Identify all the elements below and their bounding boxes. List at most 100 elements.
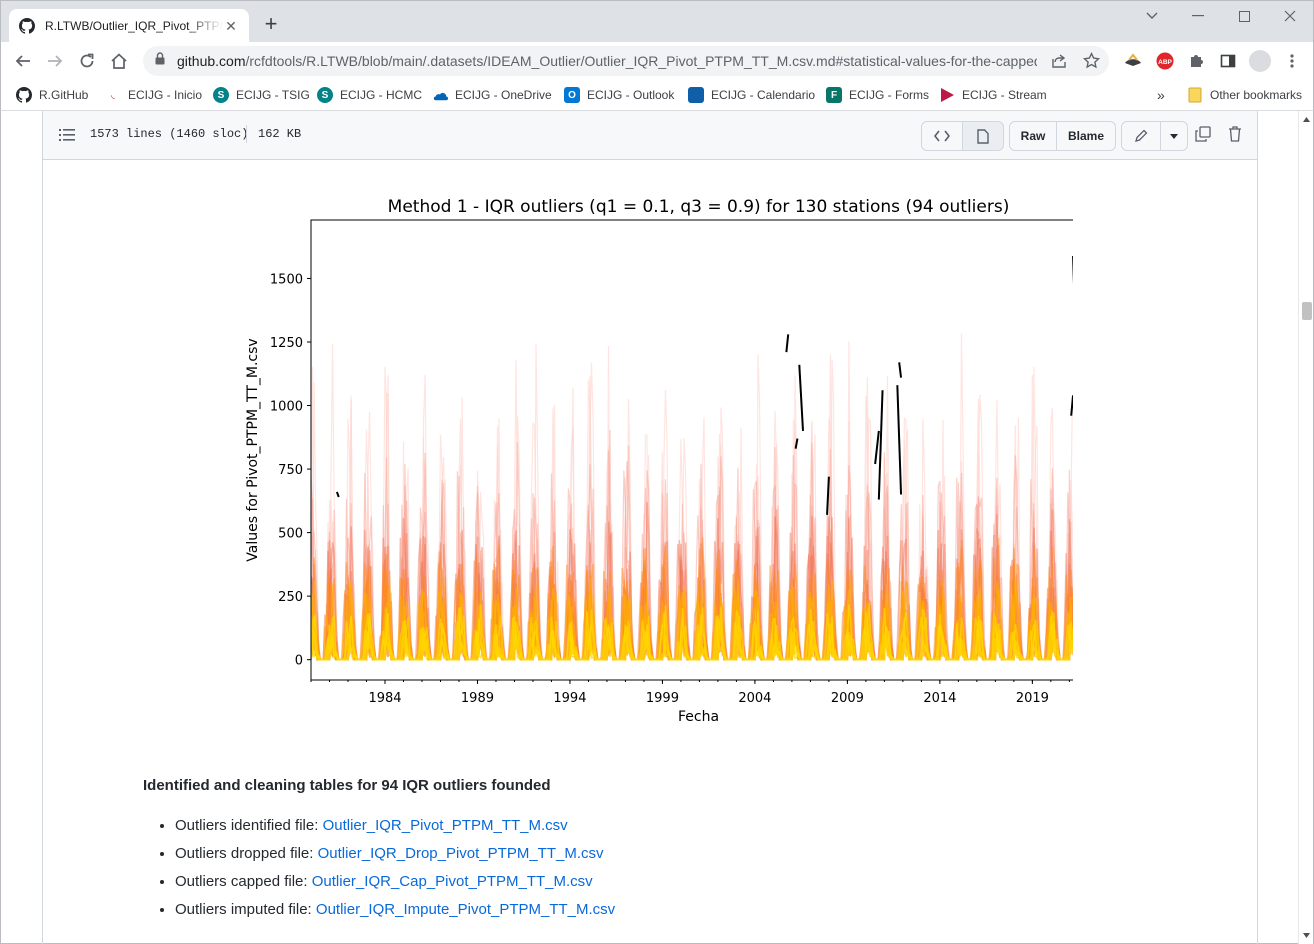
outlier-segment — [1070, 395, 1073, 416]
github-icon — [16, 87, 32, 103]
y-tick-label: 1000 — [270, 400, 303, 415]
other-bookmarks-folder[interactable]: Other bookmarks — [1187, 85, 1302, 105]
bookmark-item[interactable]: F ECIJG - Forms — [826, 85, 929, 105]
bookmark-item[interactable]: R.GitHub — [16, 85, 88, 105]
stream-icon — [939, 87, 955, 103]
station-series-line — [311, 611, 1073, 661]
outlier-segment — [896, 385, 903, 495]
extensions-puzzle-icon[interactable] — [1182, 47, 1210, 75]
x-tick-label: 1989 — [461, 691, 494, 706]
outlier-segment — [798, 364, 805, 431]
series-group — [311, 333, 1073, 662]
outlier-segment — [877, 390, 884, 500]
list-item: Outliers identified file: Outlier_IQR_Pi… — [175, 812, 615, 840]
x-tick-label: 1984 — [368, 691, 401, 706]
code-view-button[interactable] — [921, 121, 963, 151]
maximize-button[interactable] — [1221, 5, 1267, 27]
new-tab-button[interactable]: + — [264, 11, 278, 36]
file-icon — [977, 128, 989, 144]
file-size: 162 KB — [258, 127, 302, 141]
outlier-segment — [335, 491, 340, 498]
bookmark-item[interactable]: ECIJG - Calendario — [688, 85, 815, 105]
dropped-file-link[interactable]: Outlier_IQR_Drop_Pivot_PTPM_TT_M.csv — [317, 845, 604, 862]
more-bookmarks-button[interactable]: » — [1157, 87, 1165, 103]
list-item: Outliers imputed file: Outlier_IQR_Imput… — [175, 896, 615, 924]
output-files-list: Outliers identified file: Outlier_IQR_Pi… — [143, 812, 615, 924]
chart-title: Method 1 - IQR outliers (q1 = 0.1, q3 = … — [388, 197, 1010, 217]
bookmark-star-icon[interactable] — [1082, 51, 1101, 74]
scrollbar-thumb[interactable] — [1302, 302, 1312, 320]
sharepoint-icon: S — [213, 87, 229, 103]
imputed-file-link[interactable]: Outlier_IQR_Impute_Pivot_PTPM_TT_M.csv — [315, 901, 616, 918]
outlier-segment — [826, 476, 830, 515]
home-button[interactable] — [105, 47, 133, 75]
list-item: Outliers dropped file: Outlier_IQR_Drop_… — [175, 840, 615, 868]
bookmark-item[interactable]: ECIJG - OneDrive — [432, 85, 552, 105]
y-axis-label: Values for Pivot_PTPM_TT_M.csv — [245, 338, 261, 561]
bookmark-item[interactable]: ◟ ECIJG - Inicio — [105, 85, 202, 105]
browser-menu-icon[interactable] — [1278, 47, 1306, 75]
blame-button[interactable]: Blame — [1056, 121, 1116, 151]
x-tick-label: 1994 — [553, 691, 586, 706]
markdown-body: Method 1 - IQR outliers (q1 = 0.1, q3 = … — [43, 160, 1257, 944]
onedrive-icon — [432, 87, 448, 103]
close-tab-icon[interactable]: ✕ — [225, 18, 237, 34]
outline-toggle-icon[interactable] — [59, 128, 75, 147]
outlier-segment — [898, 362, 903, 378]
reload-button[interactable] — [73, 47, 101, 75]
x-tick-label: 2014 — [923, 691, 956, 706]
browser-tab[interactable]: R.LTWB/Outlier_IQR_Pivot_PTPM_TT_M.csv.m… — [9, 9, 249, 43]
calendar-icon — [688, 87, 704, 103]
page-viewport: 1573 lines (1460 sloc) 162 KB Raw Blame — [0, 111, 1314, 944]
profile-avatar[interactable] — [1246, 47, 1274, 75]
raw-button[interactable]: Raw — [1009, 121, 1057, 151]
share-icon[interactable] — [1051, 53, 1067, 74]
outlier-segment — [785, 334, 790, 353]
y-tick-label: 1250 — [270, 336, 303, 351]
tab-search-icon[interactable] — [1129, 5, 1175, 27]
forms-icon: F — [826, 87, 842, 103]
outlier-chart: Method 1 - IQR outliers (q1 = 0.1, q3 = … — [245, 197, 1073, 725]
ecijg-logo-icon: ◟ — [111, 89, 115, 101]
page-scrollbar[interactable] — [1298, 111, 1313, 944]
bookmark-item[interactable]: S ECIJG - HCMC — [317, 85, 422, 105]
y-tick-label: 0 — [295, 654, 303, 669]
bookmark-item[interactable]: ECIJG - Stream — [939, 85, 1047, 105]
bookmark-item[interactable]: S ECIJG - TSIG — [213, 85, 310, 105]
close-window-button[interactable] — [1267, 5, 1313, 27]
section-heading: Identified and cleaning tables for 94 IQ… — [143, 777, 551, 794]
y-tick-label: 500 — [278, 527, 303, 542]
x-tick-label: 2004 — [738, 691, 771, 706]
bookmark-item[interactable]: O ECIJG - Outlook — [564, 85, 674, 105]
file-header: 1573 lines (1460 sloc) 162 KB Raw Blame — [43, 111, 1257, 160]
y-tick-label: 1500 — [270, 272, 303, 287]
preview-view-button[interactable] — [962, 121, 1004, 151]
y-tick-label: 750 — [278, 463, 303, 478]
x-axis-label: Fecha — [678, 709, 719, 725]
address-bar[interactable]: github.com/rcfdtools/R.LTWB/blob/main/.d… — [143, 46, 1109, 76]
minimize-button[interactable] — [1175, 5, 1221, 27]
back-button[interactable] — [9, 47, 37, 75]
edit-file-button[interactable] — [1121, 121, 1161, 151]
side-panel-icon[interactable] — [1214, 47, 1242, 75]
identified-file-link[interactable]: Outlier_IQR_Pivot_PTPM_TT_M.csv — [322, 817, 568, 834]
capped-file-link[interactable]: Outlier_IQR_Cap_Pivot_PTPM_TT_M.csv — [311, 873, 593, 890]
extension-hat-icon[interactable] — [1119, 47, 1147, 75]
trash-icon[interactable] — [1228, 126, 1242, 147]
url-text[interactable]: github.com/rcfdtools/R.LTWB/blob/main/.d… — [177, 53, 1037, 69]
edit-dropdown-button[interactable] — [1160, 121, 1188, 151]
svg-text:ABP: ABP — [1158, 59, 1172, 66]
x-tick-label: 2009 — [831, 691, 864, 706]
file-viewer: 1573 lines (1460 sloc) 162 KB Raw Blame — [42, 111, 1258, 944]
copy-icon[interactable] — [1195, 126, 1211, 147]
github-icon — [19, 18, 35, 34]
adblock-icon[interactable]: ABP — [1151, 47, 1179, 75]
outlier-segment — [794, 438, 799, 449]
x-tick-label: 2019 — [1016, 691, 1049, 706]
plot-frame — [310, 219, 1073, 681]
forward-button[interactable] — [41, 47, 69, 75]
lock-icon[interactable] — [155, 52, 165, 70]
list-item: Outliers capped file: Outlier_IQR_Cap_Pi… — [175, 868, 615, 896]
bookmarks-bar: R.GitHub ◟ ECIJG - Inicio S ECIJG - TSIG… — [0, 80, 1314, 111]
meta-divider — [246, 125, 247, 143]
